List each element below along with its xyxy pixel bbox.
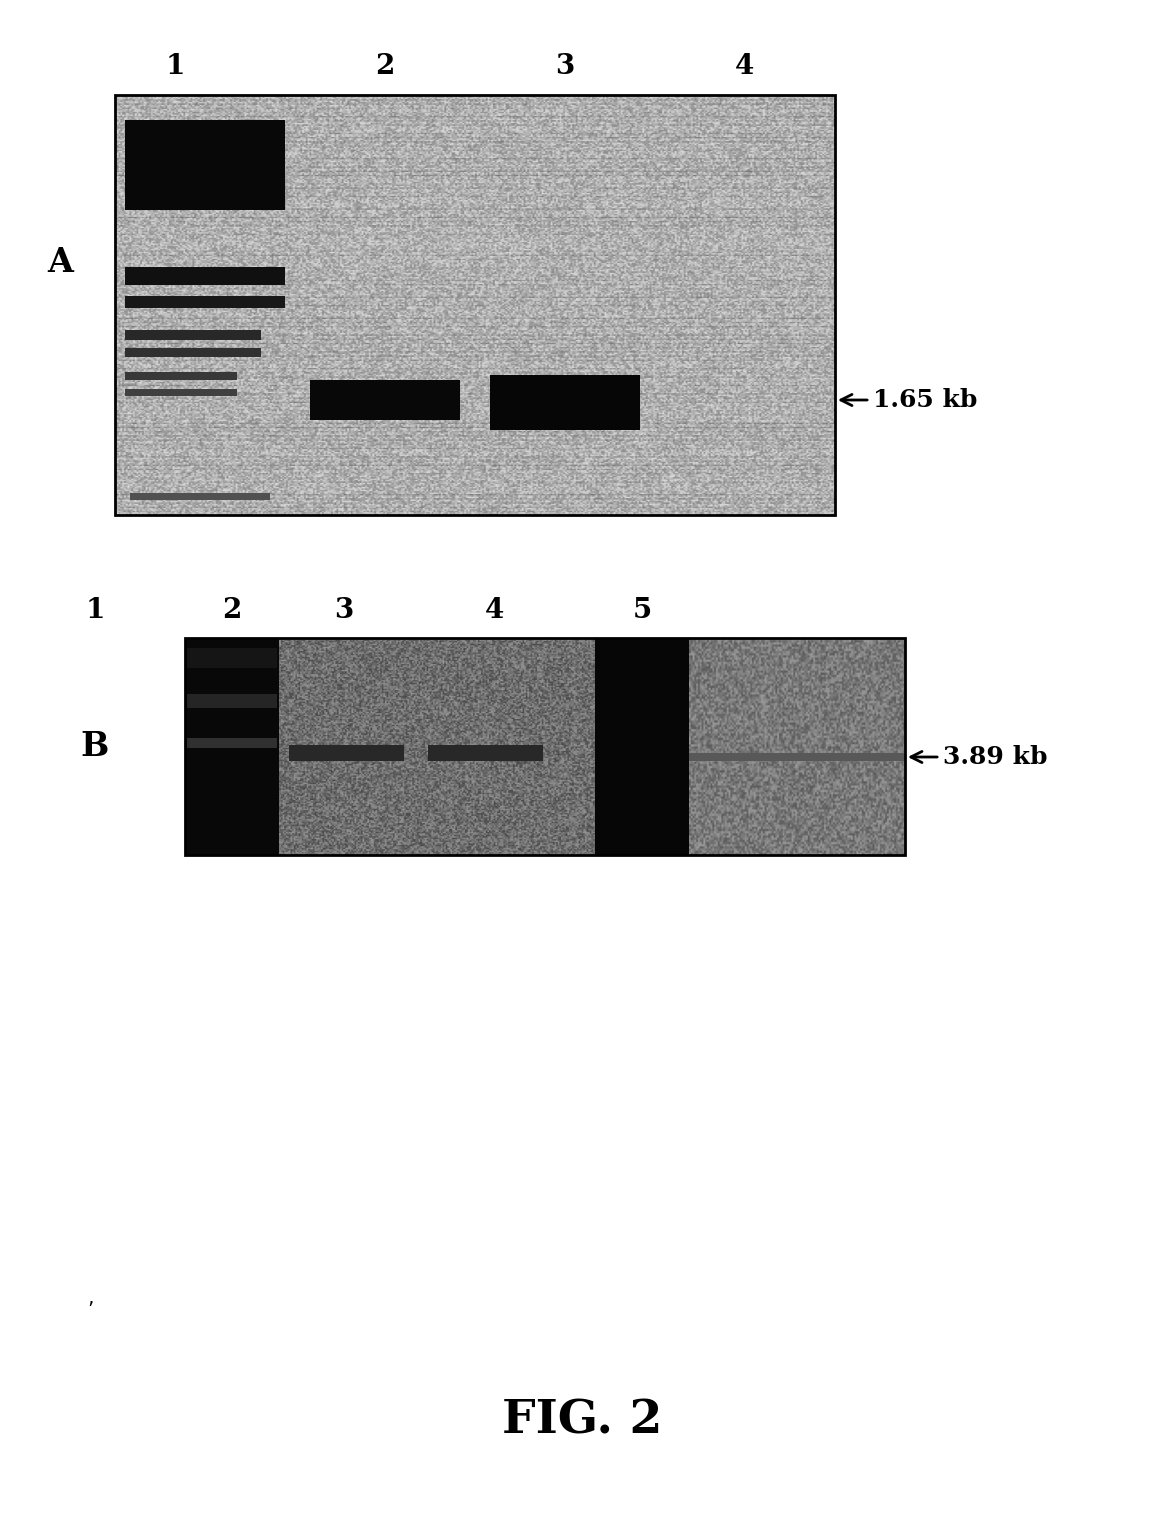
Bar: [125, 389, 236, 396]
Bar: [185, 638, 278, 855]
Text: 3.89 kb: 3.89 kb: [942, 744, 1047, 769]
Bar: [428, 744, 543, 761]
Text: FIG. 2: FIG. 2: [502, 1396, 662, 1443]
Text: 2: 2: [223, 596, 241, 623]
Text: ’: ’: [87, 1301, 93, 1319]
Text: 3: 3: [334, 596, 353, 623]
Bar: [185, 638, 905, 855]
Text: 1: 1: [85, 596, 105, 623]
Bar: [125, 348, 261, 357]
Bar: [188, 648, 276, 669]
Bar: [125, 266, 285, 284]
Bar: [689, 753, 905, 761]
Text: 1: 1: [165, 53, 185, 80]
Text: 4: 4: [485, 596, 504, 623]
Bar: [310, 380, 460, 421]
Text: A: A: [47, 247, 73, 280]
Text: 5: 5: [633, 596, 652, 623]
Text: B: B: [80, 729, 110, 763]
Bar: [188, 694, 276, 708]
Bar: [188, 738, 276, 747]
Bar: [490, 375, 640, 430]
Bar: [595, 638, 689, 855]
Bar: [289, 744, 404, 761]
Bar: [125, 372, 236, 380]
Bar: [125, 120, 285, 210]
Bar: [115, 95, 835, 514]
Text: 1.65 kb: 1.65 kb: [873, 387, 977, 412]
Text: 2: 2: [375, 53, 395, 80]
Bar: [125, 297, 285, 309]
Bar: [125, 330, 261, 340]
Text: 3: 3: [556, 53, 574, 80]
Bar: [130, 493, 270, 499]
Text: 4: 4: [735, 53, 755, 80]
